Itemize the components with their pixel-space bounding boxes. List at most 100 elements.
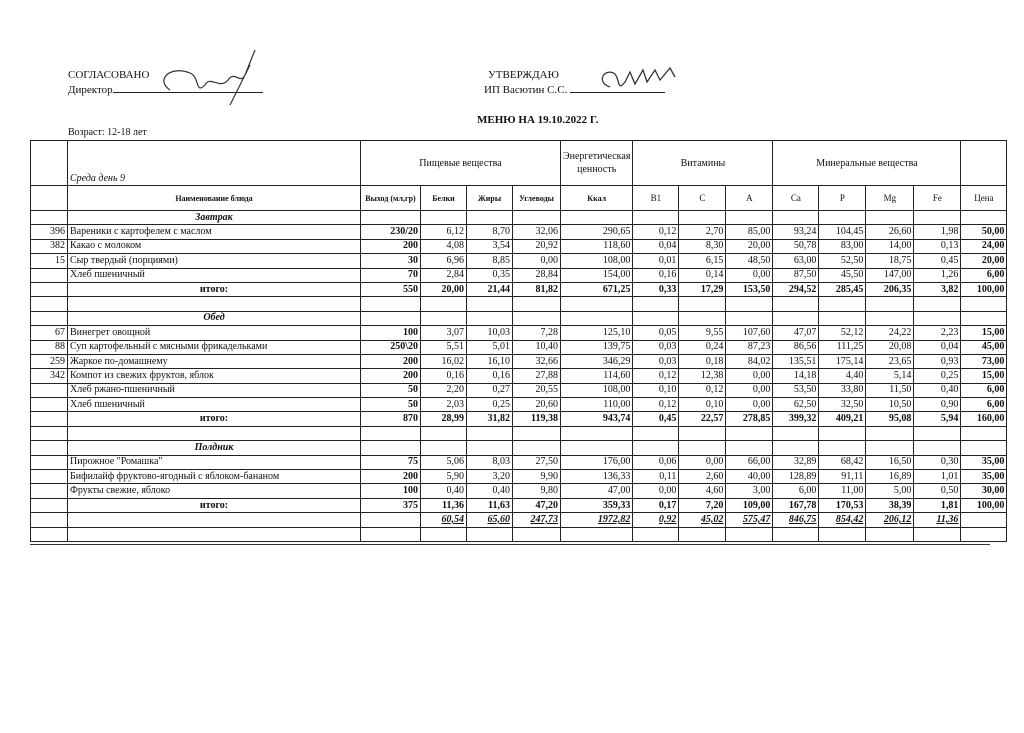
empty-cell	[30, 425, 68, 442]
empty-cell	[67, 425, 361, 442]
empty-cell	[865, 440, 915, 456]
value-cell: 0,40	[466, 483, 513, 499]
column-header: C	[678, 185, 727, 211]
empty-cell	[725, 209, 774, 226]
value-cell: 16,10	[466, 353, 513, 370]
value-cell: 5,00	[865, 483, 915, 499]
recipe-number: 88	[30, 339, 68, 355]
section-header: Полдник	[30, 440, 1008, 456]
empty-cell	[512, 440, 561, 456]
value-cell: 20,00	[725, 238, 774, 255]
value-cell: 32,66	[512, 353, 561, 370]
table-row: Бифилайф фруктово-ягодный с яблоком-бана…	[30, 469, 1008, 485]
recipe-number	[30, 382, 68, 399]
empty-cell	[772, 440, 820, 456]
empty-cell	[559, 425, 634, 442]
empty-cell	[865, 310, 915, 327]
value-cell: 14,18	[772, 368, 820, 384]
value-cell: 1,01	[913, 469, 962, 485]
total-value: 28,99	[420, 411, 467, 427]
value-cell: 0,93	[913, 353, 962, 370]
total-value: 20,00	[420, 281, 467, 298]
value-cell: 107,60	[725, 325, 774, 341]
agreed-role-text: Директор	[68, 84, 113, 96]
group-minerals: Минеральные вещества	[772, 140, 962, 186]
column-header: Fe	[913, 185, 962, 211]
blank-row	[30, 526, 1008, 542]
total-value: 153,50	[725, 281, 774, 298]
grand-total-value: 846,75	[772, 512, 820, 528]
value-cell: 7,28	[512, 325, 561, 341]
total-value: 278,85	[725, 411, 774, 427]
total-value: 100,00	[960, 281, 1008, 298]
menu-table: Среда день 9 Пищевые вещества Энергетиче…	[30, 140, 1008, 542]
value-cell: 50	[360, 397, 421, 413]
total-value: 3,82	[913, 281, 962, 298]
empty-cell	[420, 526, 467, 542]
empty-cell	[725, 296, 774, 312]
dish-name: Винегрет овощной	[67, 325, 361, 341]
empty-cell	[678, 310, 727, 327]
value-cell: 104,45	[818, 224, 867, 240]
empty-cell	[632, 440, 680, 456]
value-cell: 68,42	[818, 454, 867, 471]
value-cell: 230/20	[360, 224, 421, 240]
value-cell: 0,05	[632, 325, 680, 341]
value-cell: 50,78	[772, 238, 820, 255]
value-cell: 2,20	[420, 382, 467, 399]
total-row: итого: 550 20,00 21,44 81,82 671,25 0,33 17,29 1…	[30, 281, 1008, 298]
column-header: Ккал	[559, 185, 634, 211]
page-title: МЕНЮ НА 19.10.2022 Г.	[477, 114, 599, 126]
value-cell: 87,50	[772, 267, 820, 283]
value-cell: 87,23	[725, 339, 774, 355]
value-cell: 0,04	[632, 238, 680, 255]
value-cell: 2,84	[420, 267, 467, 283]
value-cell: 290,65	[559, 224, 634, 240]
value-cell: 50	[360, 382, 421, 399]
value-cell: 52,12	[818, 325, 867, 341]
empty-cell	[678, 526, 727, 542]
value-cell: 0,14	[678, 267, 727, 283]
value-cell: 3,07	[420, 325, 467, 341]
empty-cell	[960, 296, 1008, 312]
value-cell: 3,20	[466, 469, 513, 485]
grand-total-value	[360, 512, 421, 528]
empty-cell	[772, 310, 820, 327]
recipe-number: 382	[30, 238, 68, 255]
empty-cell	[960, 310, 1008, 327]
value-cell: 28,84	[512, 267, 561, 283]
value-cell: 128,89	[772, 469, 820, 485]
value-cell: 24,00	[960, 238, 1008, 255]
value-cell: 0,04	[913, 339, 962, 355]
empty-cell	[865, 526, 915, 542]
empty-cell	[865, 209, 915, 226]
value-cell: 2,03	[420, 397, 467, 413]
value-cell: 63,00	[772, 253, 820, 269]
value-cell: 2,23	[913, 325, 962, 341]
table-row: Фрукты свежие, яблоко 100 0,40 0,40 9,80 47,0…	[30, 483, 1008, 499]
column-header: Жиры	[466, 185, 513, 211]
value-cell: 0,12	[678, 382, 727, 399]
empty-cell	[466, 425, 513, 442]
total-value: 119,38	[512, 411, 561, 427]
total-value: 550	[360, 281, 421, 298]
section-title: Завтрак	[67, 209, 361, 226]
empty-cell	[466, 209, 513, 226]
value-cell: 0,00	[632, 483, 680, 499]
total-value: 167,78	[772, 497, 820, 514]
value-cell: 14,00	[865, 238, 915, 255]
total-row: итого: 870 28,99 31,82 119,38 943,74 0,45 22,57…	[30, 411, 1008, 427]
total-row: итого: 375 11,36 11,63 47,20 359,33 0,17 7,20 10…	[30, 497, 1008, 514]
value-cell: 0,00	[678, 454, 727, 471]
empty-cell	[559, 440, 634, 456]
empty-cell	[512, 209, 561, 226]
empty-cell	[913, 425, 962, 442]
empty-cell	[772, 425, 820, 442]
grand-total-value: 0,92	[632, 512, 680, 528]
empty-cell	[420, 425, 467, 442]
empty-cell	[30, 281, 68, 298]
value-cell: 200	[360, 469, 421, 485]
empty-cell	[818, 296, 867, 312]
value-cell: 5,90	[420, 469, 467, 485]
total-value: 399,32	[772, 411, 820, 427]
